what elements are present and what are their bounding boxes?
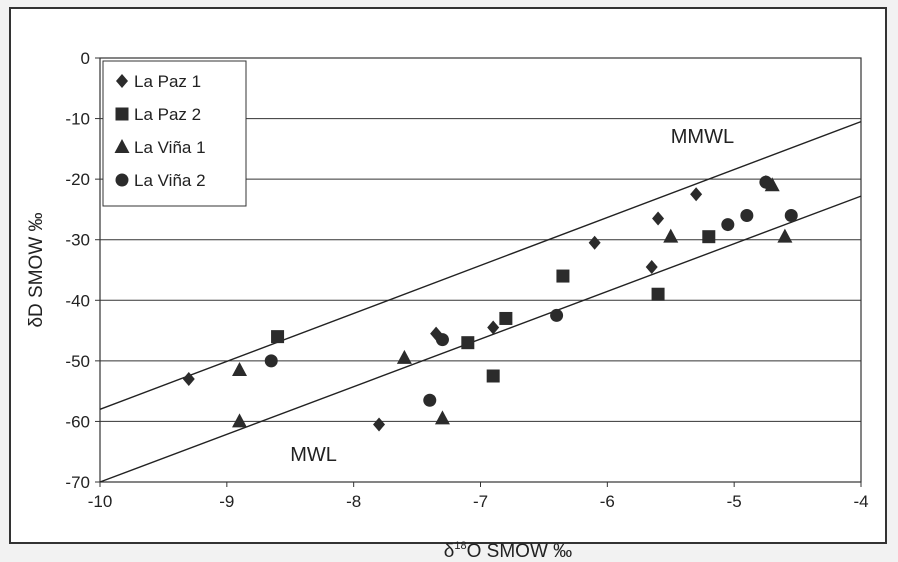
data-point-circle (550, 308, 564, 322)
data-point-circle (721, 218, 735, 232)
data-point-square (461, 336, 475, 350)
data-point-diamond (588, 235, 601, 250)
data-point-circle (740, 208, 754, 222)
legend-marker-circle (115, 173, 129, 187)
data-point-circle (423, 393, 437, 407)
data-point-square (499, 311, 513, 325)
data-point-circle (264, 354, 278, 368)
data-point-circle (435, 333, 449, 347)
line-label-mwl: MWL (290, 444, 337, 466)
x-tick-labels: -10 -9 -8 -7 -6 -5 -4 (88, 482, 869, 511)
x-tick-label: -6 (600, 492, 615, 511)
data-point-circle (784, 208, 798, 222)
y-tick-labels: 0 -10 -20 -30 -40 -50 -60 -70 (65, 49, 100, 492)
legend-entry-label: La Paz 1 (134, 72, 201, 91)
legend-marker-square (115, 107, 129, 121)
data-point-square (702, 230, 716, 244)
data-point-square (651, 287, 665, 301)
y-tick-label: 0 (81, 49, 90, 68)
reference-line-mwl (99, 195, 862, 483)
legend-entry-label: La Viña 2 (134, 171, 206, 190)
line-labels: MMWL MWL (290, 126, 734, 466)
y-axis-label: δD SMOW ‰ (26, 212, 47, 327)
data-point-diamond (690, 187, 703, 202)
data-point-square (556, 269, 570, 283)
y-tick-label: -60 (65, 412, 90, 431)
data-point-diamond (182, 372, 195, 387)
y-tick-label: -50 (65, 352, 90, 371)
data-point-triangle (663, 228, 679, 243)
data-point-triangle (232, 361, 248, 376)
x-axis-label: δ18O SMOW ‰ (444, 540, 572, 562)
data-point-triangle (777, 228, 793, 243)
data-point-circle (759, 175, 773, 189)
x-tick-label: -5 (727, 492, 742, 511)
y-tick-label: -70 (65, 473, 90, 492)
x-tick-label: -9 (219, 492, 234, 511)
data-point-triangle (232, 413, 248, 428)
legend-marker-triangle (114, 139, 130, 153)
data-point-square (271, 330, 285, 344)
data-point-diamond (645, 259, 658, 274)
x-tick-label: -8 (346, 492, 361, 511)
data-point-square (486, 369, 500, 383)
reference-lines (99, 120, 862, 483)
y-tick-label: -30 (65, 231, 90, 250)
x-tick-label: -10 (88, 492, 113, 511)
y-tick-label: -20 (65, 170, 90, 189)
legend-marker-diamond (116, 74, 128, 88)
y-tick-label: -40 (65, 291, 90, 310)
legend-entry-label: La Paz 2 (134, 105, 201, 124)
legend: La Paz 1 La Paz 2 La Viña 1 La Viña 2 (102, 60, 247, 207)
data-points (182, 175, 798, 432)
line-label-mmwl: MMWL (671, 126, 734, 148)
x-tick-label: -7 (473, 492, 488, 511)
x-axis-label-sup: 18 (454, 540, 466, 552)
x-tick-label: -4 (853, 492, 868, 511)
data-point-triangle (434, 410, 450, 425)
data-point-diamond (487, 320, 500, 335)
reference-line-mmwl (99, 120, 862, 410)
x-axis-label-delta: δ (444, 541, 455, 562)
data-point-triangle (396, 349, 412, 364)
y-tick-label: -10 (65, 110, 90, 129)
x-axis-label-rest: O SMOW ‰ (467, 541, 573, 562)
data-point-diamond (652, 211, 665, 226)
legend-entry-label: La Viña 1 (134, 138, 206, 157)
data-point-diamond (373, 417, 386, 432)
